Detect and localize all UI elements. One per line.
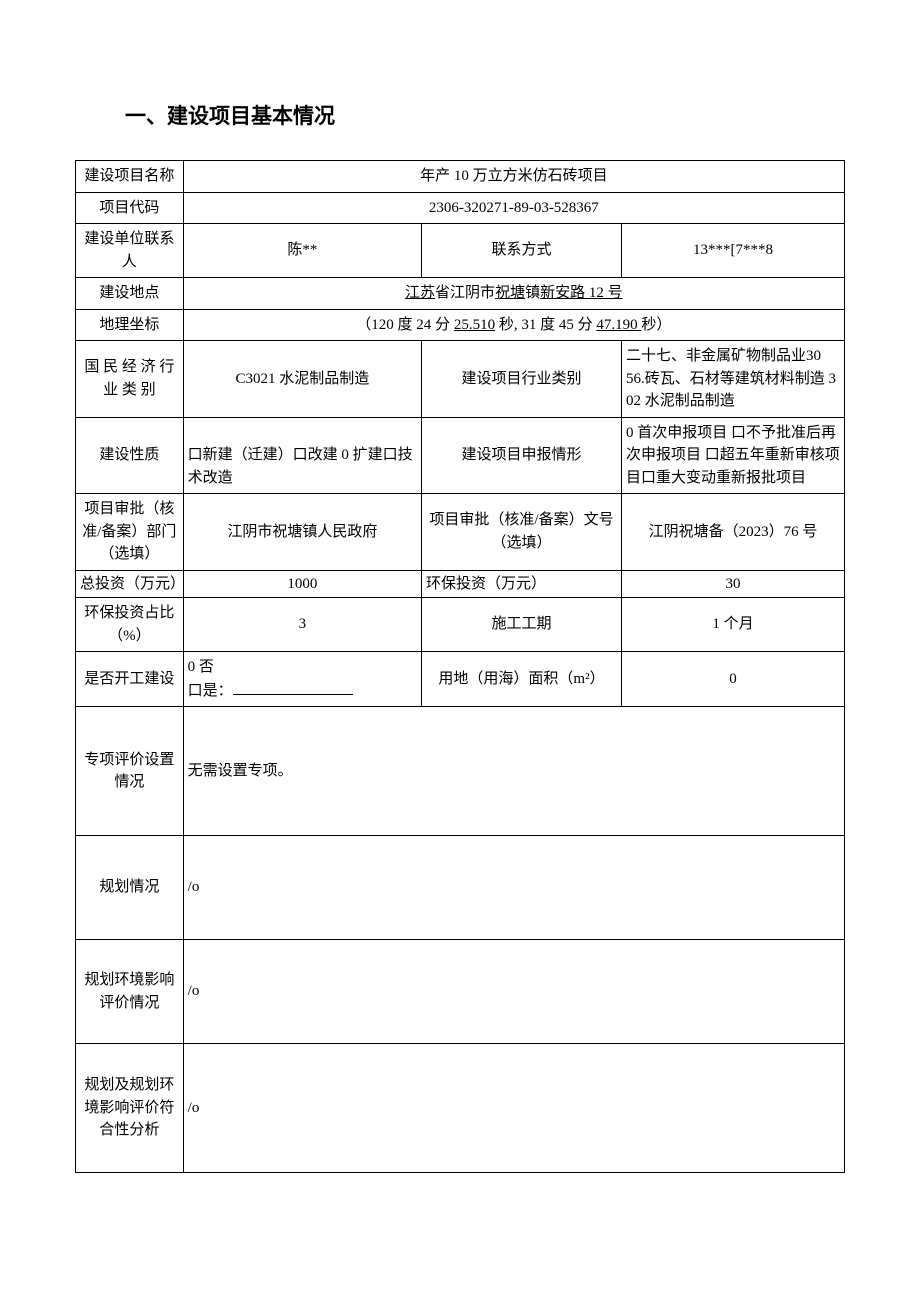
label-project-code: 项目代码 [76,192,184,224]
label-econ-category: 国 民 经 济 行业 类 别 [76,341,184,418]
label-approval-no: 项目审批（核准/备案）文号（选填） [422,494,622,571]
label-planning: 规划情况 [76,836,184,940]
value-conformance: /o [183,1044,844,1173]
value-approval-no: 江阴祝塘备（2023）76 号 [621,494,844,571]
value-coords: （120 度 24 分 25.510 秒, 31 度 45 分 47.190 秒… [183,309,844,341]
label-report-situation: 建设项目申报情形 [422,417,622,494]
value-contact-person: 陈** [183,224,421,278]
label-contact-method: 联系方式 [422,224,622,278]
value-land-area: 0 [621,652,844,707]
value-location: 江苏省江阴市祝塘镇新安路 12 号 [183,278,844,310]
label-special-eval: 专项评价设置情况 [76,707,184,836]
value-planning-env: /o [183,940,844,1044]
label-coords: 地理坐标 [76,309,184,341]
label-contact-person: 建设单位联系人 [76,224,184,278]
label-started: 是否开工建设 [76,652,184,707]
label-planning-env: 规划环境影响评价情况 [76,940,184,1044]
value-contact-method: 13***[7***8 [621,224,844,278]
value-special-eval: 无需设置专项。 [183,707,844,836]
value-project-name: 年产 10 万立方米仿石砖项目 [183,161,844,193]
value-report-situation: 0 首次申报项目 口不予批准后再次申报项目 口超五年重新审核项目口重大变动重新报… [621,417,844,494]
label-total-invest: 总投资（万元） [76,570,184,598]
label-build-nature: 建设性质 [76,417,184,494]
value-env-invest: 30 [621,570,844,598]
project-info-table: 建设项目名称 年产 10 万立方米仿石砖项目 项目代码 2306-320271-… [75,160,845,1173]
value-build-nature: 口新建（迁建）口改建 0 扩建口技术改造 [183,417,421,494]
value-duration: 1 个月 [621,598,844,652]
value-approval-dept: 江阴市祝塘镇人民政府 [183,494,421,571]
value-econ-category: C3021 水泥制品制造 [183,341,421,418]
label-approval-dept: 项目审批（核准/备案）部门（选填） [76,494,184,571]
label-project-name: 建设项目名称 [76,161,184,193]
label-env-ratio: 环保投资占比（%） [76,598,184,652]
label-conformance: 规划及规划环境影响评价符合性分析 [76,1044,184,1173]
value-planning: /o [183,836,844,940]
value-industry-category: 二十七、非金属矿物制品业30 56.砖瓦、石材等建筑材料制造 302 水泥制品制… [621,341,844,418]
value-total-invest: 1000 [183,570,421,598]
value-env-ratio: 3 [183,598,421,652]
value-project-code: 2306-320271-89-03-528367 [183,192,844,224]
value-started: 0 否口是： [183,652,421,707]
label-duration: 施工工期 [422,598,622,652]
label-env-invest: 环保投资（万元） [422,570,622,598]
section-heading: 一、建设项目基本情况 [75,100,845,130]
label-land-area: 用地（用海）面积（m²） [422,652,622,707]
label-location: 建设地点 [76,278,184,310]
label-industry-category: 建设项目行业类别 [422,341,622,418]
